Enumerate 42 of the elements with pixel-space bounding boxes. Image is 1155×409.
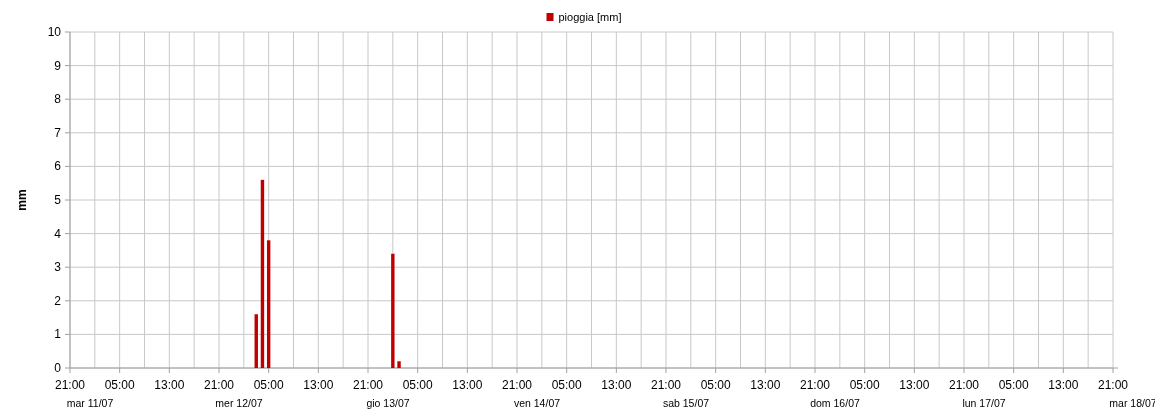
y-tick-label: 8 — [54, 92, 62, 107]
text: sab 15/07 — [662, 397, 710, 409]
x-tick-label: 05:00 — [849, 378, 881, 392]
x-tick-label: 21:00 — [501, 378, 533, 392]
x-tick-label: 21:00 — [54, 378, 86, 392]
x-tick-label: 13:00 — [452, 378, 483, 392]
x-tick-label: 21:00 — [1097, 378, 1129, 392]
text: dom 16/07 — [810, 397, 860, 409]
y-axis-title: mm — [15, 189, 29, 211]
y-tick-label: 4 — [54, 226, 62, 241]
x-tick-label: 21:00 — [799, 378, 831, 392]
x-tick-label: 13:00 — [154, 378, 185, 392]
y-tick-label: 7 — [54, 125, 62, 140]
legend-label: pioggia [mm] — [558, 11, 622, 23]
x-tick-label: 13:00 — [1048, 378, 1079, 392]
text: mar 11/07 — [66, 397, 114, 409]
x-tick-label: 21:00 — [203, 378, 235, 392]
x-tick-label: 13:00 — [601, 378, 632, 392]
x-tick-label: 05:00 — [700, 378, 732, 392]
text: gio 13/07 — [366, 397, 410, 409]
x-tick-label: 21:00 — [352, 378, 384, 392]
x-tick-label: 05:00 — [253, 378, 285, 392]
y-tick-label: 2 — [54, 293, 62, 308]
y-tick-label: 1 — [54, 327, 62, 342]
y-tick-label: 9 — [54, 58, 62, 73]
x-tick-label: 21:00 — [650, 378, 682, 392]
x-tick-label: 21:00 — [948, 378, 980, 392]
text: lun 17/07 — [962, 397, 1006, 409]
x-tick-label: 13:00 — [750, 378, 781, 392]
x-tick-label: 13:00 — [899, 378, 930, 392]
y-tick-label: 0 — [54, 361, 62, 375]
x-tick-label: 05:00 — [402, 378, 434, 392]
y-tick-label: 5 — [54, 193, 62, 207]
text: mer 12/07 — [215, 397, 263, 409]
y-tick-label: 6 — [54, 159, 62, 174]
y-tick-label: 3 — [54, 260, 62, 275]
x-tick-label: 05:00 — [998, 378, 1030, 392]
x-tick-label: 05:00 — [104, 378, 136, 392]
x-tick-label: 13:00 — [303, 378, 334, 392]
x-tick-label: 05:00 — [551, 378, 583, 392]
text: ven 14/07 — [513, 397, 561, 409]
y-tick-label: 10 — [47, 25, 62, 39]
